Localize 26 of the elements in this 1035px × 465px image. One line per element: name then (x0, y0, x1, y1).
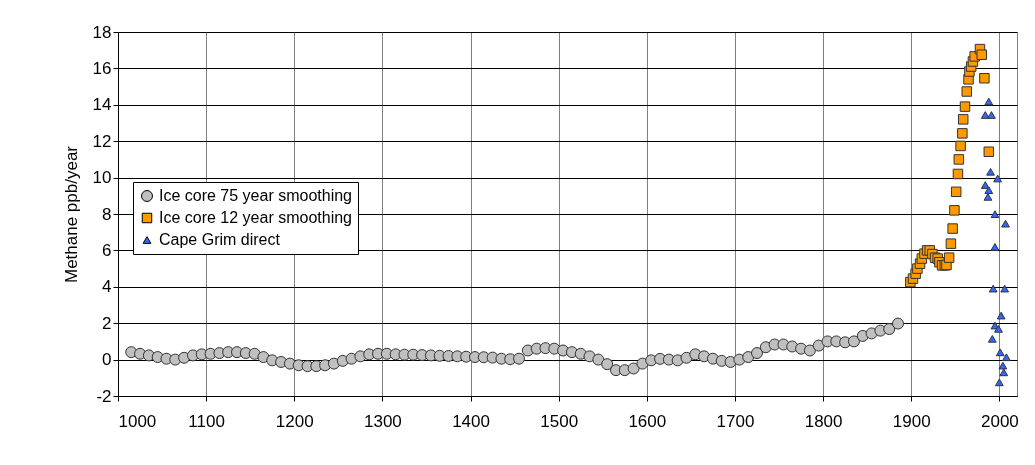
y-tick-label: 14 (92, 95, 112, 115)
x-tick-label: 1300 (364, 411, 402, 431)
legend-label: Ice core 75 year smoothing (159, 187, 352, 204)
x-tick-label: 1800 (804, 411, 843, 431)
y-tick-label: 8 (102, 204, 112, 224)
y-axis-title: Methane ppb/year (61, 145, 81, 284)
x-tick-label: 1000 (118, 411, 157, 431)
y-tick-label: 6 (102, 240, 112, 260)
x-tick-label: 1200 (275, 411, 314, 431)
y-tick-label: 12 (92, 131, 112, 151)
y-tick-label: 16 (92, 58, 112, 78)
x-tick-label: 1700 (716, 411, 755, 431)
y-tick-label: 2 (102, 313, 112, 333)
legend-label: Cape Grim direct (159, 231, 281, 248)
x-tick-label: 1900 (892, 411, 931, 431)
x-tick-label: 2000 (980, 411, 1019, 431)
x-tick-label: 1500 (540, 411, 579, 431)
x-tick-label: 1600 (628, 411, 667, 431)
x-tick-label: 1100 (188, 411, 225, 431)
legend-label: Ice core 12 year smoothing (159, 209, 352, 226)
y-tick-label: -2 (96, 386, 112, 406)
x-tick-label: 1400 (452, 411, 490, 431)
y-tick-label: 4 (102, 277, 112, 297)
y-tick-label: 18 (92, 22, 112, 42)
y-tick-label: 10 (92, 168, 112, 188)
y-tick-label: 0 (102, 350, 112, 370)
